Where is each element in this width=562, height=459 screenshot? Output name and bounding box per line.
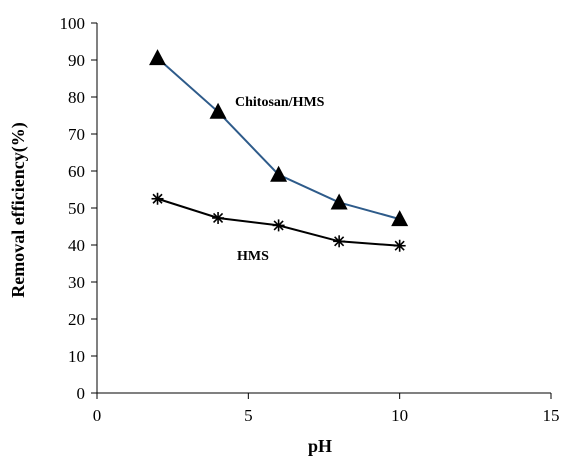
y-tick-label: 30 [68, 273, 85, 292]
y-tick-label: 80 [68, 88, 85, 107]
y-tick-label: 50 [68, 199, 85, 218]
data-point-hms [212, 211, 225, 224]
data-point-chitosan-hms [149, 49, 167, 66]
data-point-chitosan-hms [270, 165, 288, 182]
y-tick-label: 90 [68, 51, 85, 70]
y-tick-label: 20 [68, 310, 85, 329]
x-tick-label: 10 [391, 406, 408, 425]
data-point-chitosan-hms [391, 210, 409, 227]
y-tick-label: 70 [68, 125, 85, 144]
series-label-hms: HMS [237, 249, 269, 264]
x-tick-label: 5 [244, 406, 253, 425]
y-tick-label: 0 [77, 384, 86, 403]
y-tick-label: 60 [68, 162, 85, 181]
series-layer [149, 49, 409, 252]
x-tick-label: 15 [543, 406, 560, 425]
axes: 0 10 20 30 40 50 60 70 80 90 100 0 5 10 15 [60, 14, 560, 425]
x-tick-label: 0 [93, 406, 102, 425]
y-tick-label: 10 [68, 347, 85, 366]
data-point-hms [333, 235, 346, 248]
data-point-chitosan-hms [209, 102, 227, 119]
y-tick-label: 40 [68, 236, 85, 255]
data-point-hms [393, 239, 406, 252]
data-point-hms [151, 192, 164, 205]
data-point-chitosan-hms [330, 193, 348, 210]
y-tick-label: 100 [60, 14, 86, 33]
series-label-chitosan-hms: Chitosan/HMS [235, 95, 325, 110]
x-axis-title: pH [308, 436, 332, 456]
y-axis-title: Removal efficiency(%) [8, 122, 29, 297]
series-line-chitosan-hms [156, 57, 400, 221]
data-point-hms [272, 219, 285, 232]
